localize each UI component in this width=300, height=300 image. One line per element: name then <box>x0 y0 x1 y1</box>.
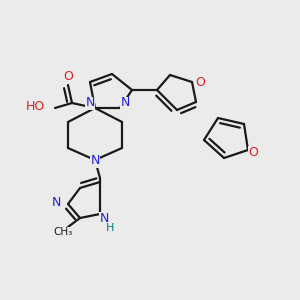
Text: HO: HO <box>26 100 45 112</box>
Text: N: N <box>120 97 130 110</box>
Text: O: O <box>63 70 73 83</box>
Text: N: N <box>90 154 100 167</box>
Text: O: O <box>248 146 258 158</box>
Text: H: H <box>106 223 114 233</box>
Text: N: N <box>52 196 61 208</box>
Text: N: N <box>99 212 109 224</box>
Text: O: O <box>195 76 205 88</box>
Text: CH₃: CH₃ <box>53 227 73 237</box>
Text: N: N <box>85 97 95 110</box>
